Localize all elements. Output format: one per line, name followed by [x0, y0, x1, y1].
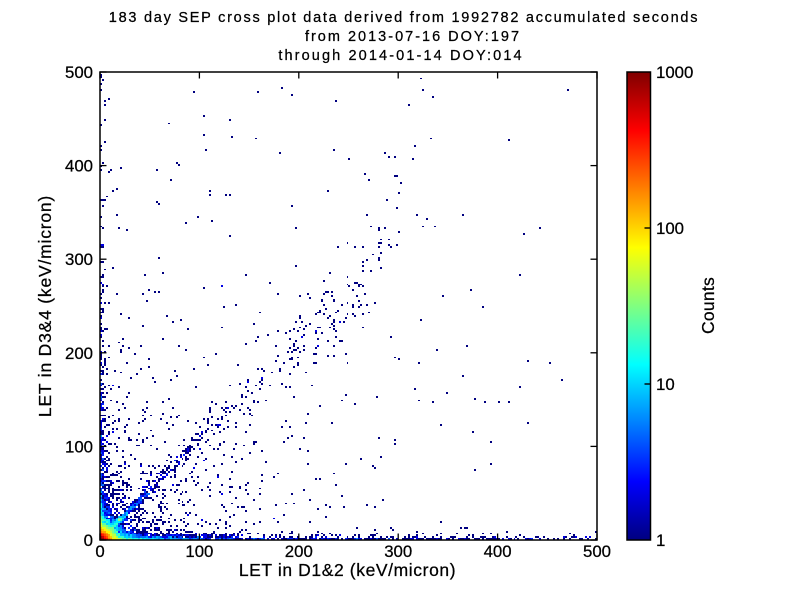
svg-text:10: 10: [656, 375, 675, 394]
svg-text:100: 100: [185, 542, 213, 561]
svg-text:through 2014-01-14 DOY:014: through 2014-01-14 DOY:014: [278, 48, 523, 64]
svg-text:1000: 1000: [656, 63, 693, 82]
svg-text:500: 500: [583, 542, 611, 561]
svg-text:Counts: Counts: [698, 277, 718, 334]
svg-text:0: 0: [95, 542, 104, 561]
svg-text:400: 400: [65, 157, 93, 176]
svg-text:200: 200: [285, 542, 313, 561]
svg-text:1: 1: [656, 531, 665, 550]
svg-text:300: 300: [384, 542, 412, 561]
svg-text:100: 100: [65, 437, 93, 456]
svg-text:300: 300: [65, 250, 93, 269]
svg-text:400: 400: [484, 542, 512, 561]
svg-text:183 day SEP cross plot data de: 183 day SEP cross plot data derived from…: [109, 10, 699, 26]
svg-text:0: 0: [84, 531, 93, 550]
svg-text:LET in D1&2 (keV/micron): LET in D1&2 (keV/micron): [239, 560, 456, 580]
svg-text:from 2013-07-16 DOY:197: from 2013-07-16 DOY:197: [305, 29, 521, 45]
svg-text:LET in D3&4 (keV/micron): LET in D3&4 (keV/micron): [35, 195, 55, 417]
svg-text:100: 100: [656, 219, 684, 238]
svg-text:200: 200: [65, 344, 93, 363]
svg-text:500: 500: [65, 63, 93, 82]
